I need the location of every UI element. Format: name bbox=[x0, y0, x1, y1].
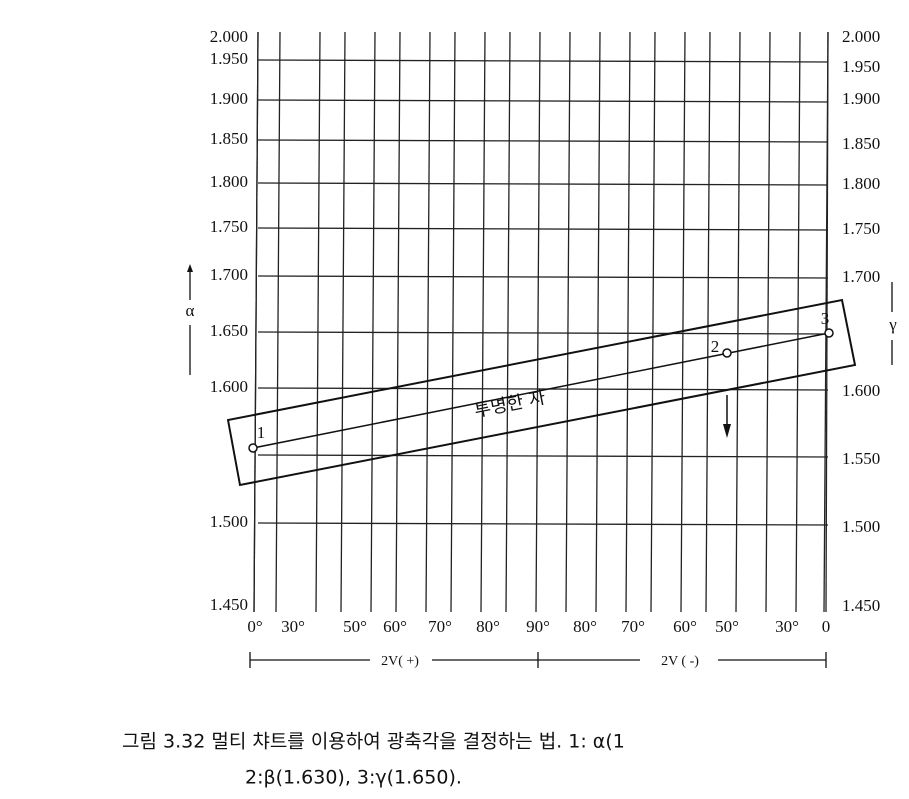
grid-line bbox=[535, 31, 541, 613]
grid-line bbox=[340, 31, 346, 613]
right-axis-label: 1.700 bbox=[842, 267, 880, 286]
grid-line bbox=[625, 31, 631, 613]
left-axis-label: 2.000 bbox=[210, 27, 248, 46]
alpha-arrowhead bbox=[187, 264, 193, 272]
right-axis-label: 1.500 bbox=[842, 517, 880, 536]
bottom-label: 70° bbox=[428, 617, 452, 636]
grid-line bbox=[257, 454, 829, 458]
grid-line bbox=[735, 31, 741, 613]
grid bbox=[253, 31, 829, 613]
grid-line bbox=[257, 99, 829, 103]
bottom-label: 30° bbox=[281, 617, 305, 636]
point-label: 2 bbox=[711, 337, 720, 356]
right-axis-label: 1.850 bbox=[842, 134, 880, 153]
right-axis-label: 1.900 bbox=[842, 89, 880, 108]
grid-line bbox=[257, 227, 829, 231]
left-axis-label: 1.600 bbox=[210, 377, 248, 396]
right-axis-label: 1.550 bbox=[842, 449, 880, 468]
bottom-label: 70° bbox=[621, 617, 645, 636]
range-label: 2V ( -) bbox=[661, 654, 699, 669]
bottom-label: 50° bbox=[343, 617, 367, 636]
right-axis-label: 1.450 bbox=[842, 596, 880, 615]
left-axis-label: 1.900 bbox=[210, 89, 248, 108]
point-label: 1 bbox=[257, 423, 266, 442]
grid-line bbox=[565, 31, 571, 613]
grid-line bbox=[425, 31, 431, 613]
grid-line bbox=[257, 182, 829, 186]
gamma-label: γ bbox=[888, 315, 897, 334]
left-axis-label: 1.450 bbox=[210, 595, 248, 614]
left-axis-label: 1.750 bbox=[210, 217, 248, 236]
point bbox=[722, 348, 732, 358]
grid-line bbox=[680, 31, 686, 613]
right-axis-label: 1.600 bbox=[842, 381, 880, 400]
ruler-label: 투명한 자 bbox=[473, 387, 548, 422]
axis bbox=[825, 31, 829, 613]
left-axis-label: 1.850 bbox=[210, 129, 248, 148]
grid-line bbox=[765, 31, 771, 613]
caption-line: 그림 3.32 멀티 챠트를 이용하여 광축각을 결정하는 법. 1: α(1 bbox=[122, 731, 625, 753]
left-axis-label: 1.500 bbox=[210, 512, 248, 531]
point bbox=[824, 328, 834, 338]
labels: 2.000 1.950 1.900 1.850 1.800 1.750 1.700 1.650… bbox=[210, 27, 881, 636]
grid-line bbox=[395, 31, 401, 613]
grid-line bbox=[505, 31, 511, 613]
bottom-label: 80° bbox=[573, 617, 597, 636]
down-arrowhead bbox=[723, 424, 731, 438]
grid-line bbox=[795, 31, 801, 613]
ruler-line bbox=[252, 332, 830, 449]
grid-line bbox=[257, 522, 829, 526]
point-label: 3 bbox=[821, 309, 830, 328]
bottom-label: 60° bbox=[673, 617, 697, 636]
right-axis-label: 2.000 bbox=[842, 27, 880, 46]
bottom-label: 60° bbox=[383, 617, 407, 636]
grid-line bbox=[370, 31, 376, 613]
axis bbox=[253, 31, 259, 613]
right-axis-label: 1.950 bbox=[842, 57, 880, 76]
right-axis-label: 1.800 bbox=[842, 174, 880, 193]
point bbox=[248, 443, 258, 453]
grid-line bbox=[595, 31, 601, 613]
range-label: 2V( +) bbox=[381, 654, 419, 669]
left-axis-label: 1.700 bbox=[210, 265, 248, 284]
grid-line bbox=[315, 31, 321, 613]
caption-line: 2:β(1.630), 3:γ(1.650). bbox=[245, 767, 462, 789]
transparent-ruler bbox=[226, 298, 857, 487]
left-axis-label: 1.950 bbox=[210, 49, 248, 68]
grid-line bbox=[450, 31, 456, 613]
grid-line bbox=[650, 31, 656, 613]
bottom-label: 0 bbox=[822, 617, 831, 636]
bottom-label: 30° bbox=[775, 617, 799, 636]
left-axis-label: 1.800 bbox=[210, 172, 248, 191]
bottom-label: 50° bbox=[715, 617, 739, 636]
grid-line bbox=[257, 139, 829, 143]
right-axis-label: 1.750 bbox=[842, 219, 880, 238]
grid-line bbox=[275, 31, 281, 613]
grid-line bbox=[705, 31, 711, 613]
alpha-label: α bbox=[186, 301, 195, 320]
grid-line bbox=[257, 331, 829, 335]
bottom-label: 80° bbox=[476, 617, 500, 636]
left-axis-label: 1.650 bbox=[210, 321, 248, 340]
bottom-label: 90° bbox=[526, 617, 550, 636]
grid-line bbox=[257, 59, 829, 63]
grid-line bbox=[257, 275, 829, 279]
grid-line bbox=[480, 31, 486, 613]
bottom-label: 0° bbox=[247, 617, 262, 636]
